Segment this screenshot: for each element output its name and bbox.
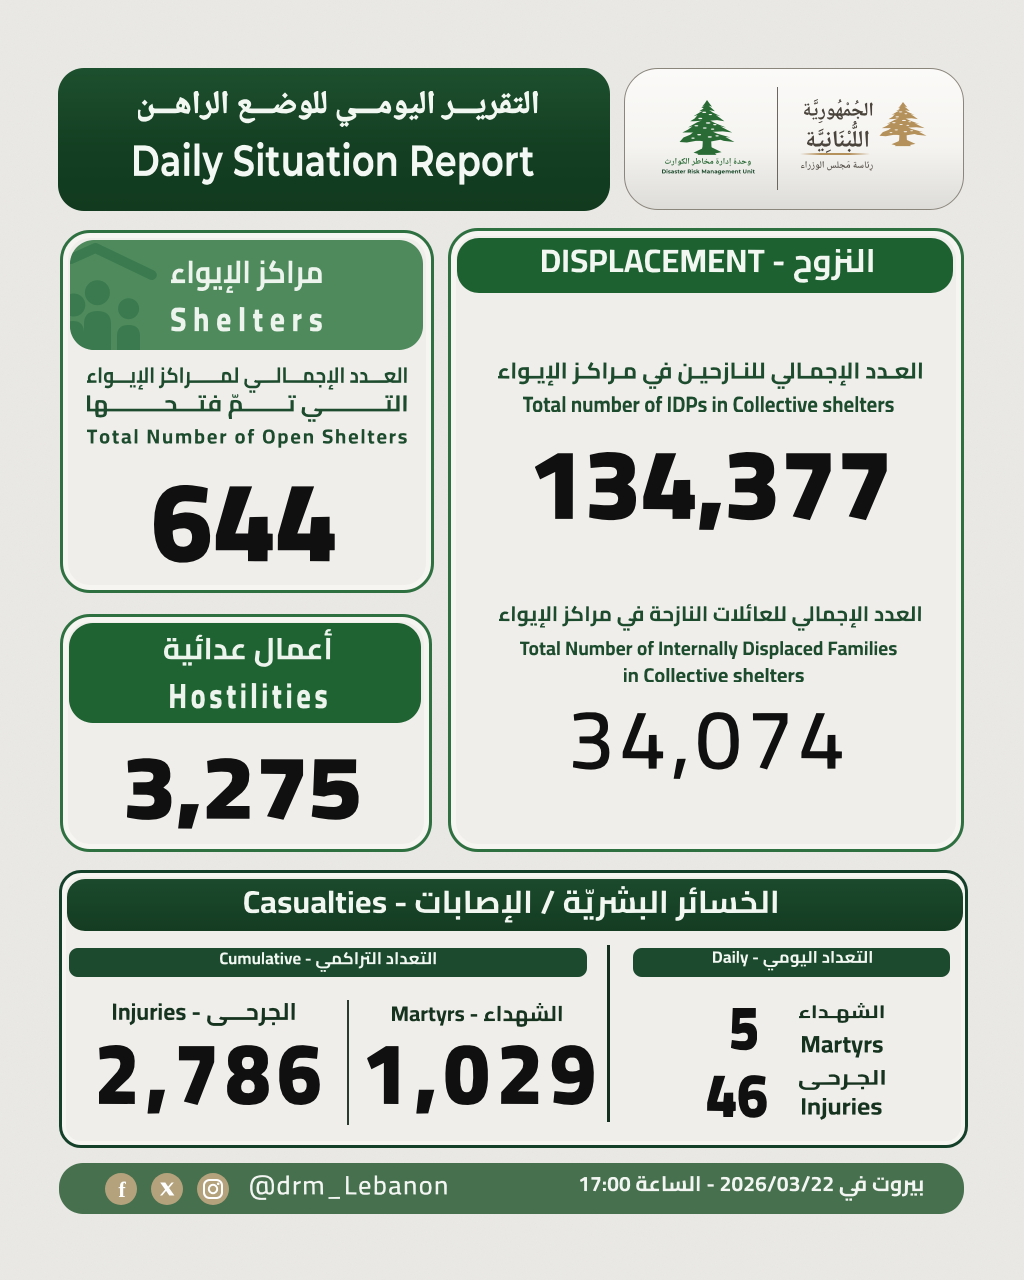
svg-text:f: f	[118, 1177, 126, 1202]
